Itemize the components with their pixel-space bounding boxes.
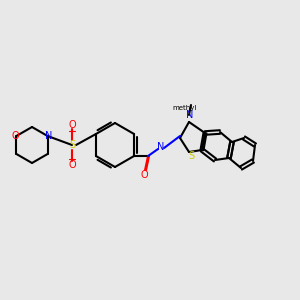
Text: O: O (68, 160, 76, 170)
Text: methyl: methyl (173, 105, 197, 111)
Text: N: N (158, 142, 165, 152)
Text: S: S (188, 151, 194, 161)
Text: O: O (140, 170, 148, 180)
Text: N: N (186, 110, 194, 120)
Text: O: O (68, 120, 76, 130)
Text: O: O (12, 131, 19, 141)
Text: N: N (45, 131, 52, 141)
Text: S: S (69, 140, 75, 150)
